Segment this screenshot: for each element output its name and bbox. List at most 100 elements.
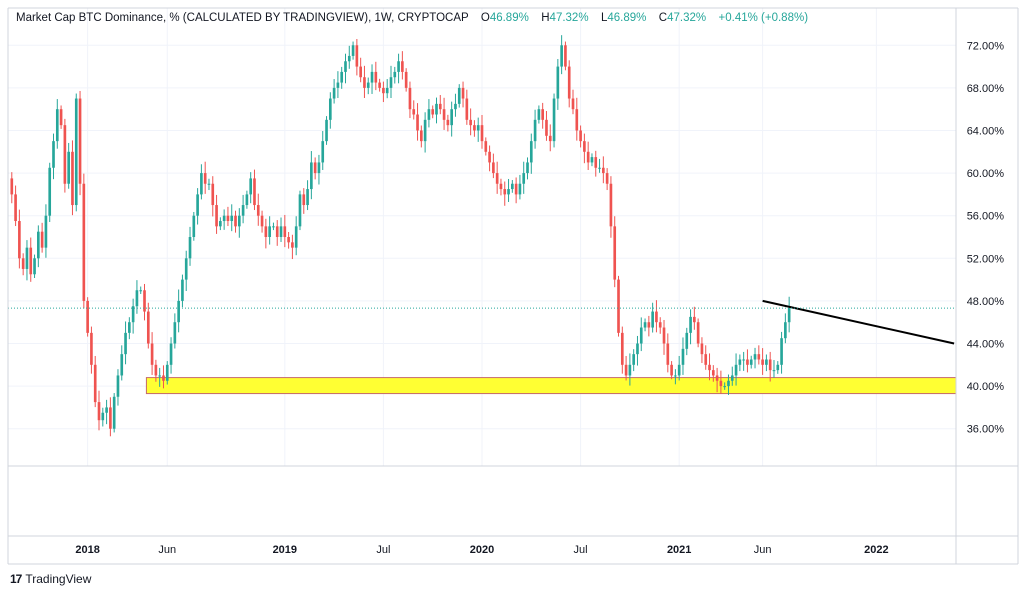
- low-label: L: [600, 12, 608, 24]
- price-axis[interactable]: 36.00% 40.00% 44.00% 48.00% 52.00% 56.00% 60.0…: [967, 40, 1005, 435]
- candle: [711, 365, 715, 382]
- x-tick-label: 2019: [273, 544, 297, 556]
- candle: [529, 133, 533, 174]
- chart-frame: [7, 7, 1019, 565]
- candle: [120, 345, 124, 381]
- y-tick-label: 64.00%: [967, 125, 1005, 137]
- y-tick-label: 48.00%: [967, 296, 1005, 308]
- candle: [203, 161, 207, 194]
- candle: [734, 353, 738, 386]
- candle: [71, 140, 74, 216]
- candle: [340, 66, 344, 89]
- candle: [355, 38, 359, 76]
- resistance-trendline[interactable]: [762, 299, 955, 345]
- candle: [719, 370, 723, 394]
- candle: [21, 253, 25, 276]
- candle: [200, 164, 203, 200]
- candle: [492, 153, 495, 179]
- candle: [344, 53, 347, 84]
- candle: [651, 302, 654, 333]
- candle: [93, 355, 97, 408]
- candle: [507, 178, 510, 202]
- x-tick-label: Jun: [158, 544, 176, 556]
- candle: [283, 214, 287, 248]
- candle: [245, 190, 249, 209]
- x-tick-label: 2022: [864, 544, 888, 556]
- candle: [18, 209, 21, 269]
- candle: [181, 274, 184, 308]
- candle: [647, 315, 651, 337]
- candle: [196, 188, 199, 225]
- candle: [438, 95, 442, 115]
- candle: [560, 35, 563, 75]
- candle: [321, 131, 325, 171]
- candle: [624, 355, 628, 381]
- candle: [742, 351, 745, 371]
- candle: [609, 176, 613, 238]
- candle: [150, 332, 154, 375]
- candle: [298, 190, 302, 231]
- support-zone: [145, 377, 957, 395]
- candle: [567, 60, 571, 108]
- candle: [82, 173, 86, 309]
- candle: [336, 71, 340, 99]
- candle: [135, 280, 139, 314]
- candle: [109, 397, 112, 437]
- candle: [620, 326, 624, 374]
- candle: [787, 296, 791, 333]
- candle: [643, 318, 647, 332]
- x-tick-label: 2021: [667, 544, 691, 556]
- candle: [78, 90, 82, 196]
- candle: [158, 367, 162, 387]
- candle: [435, 97, 438, 124]
- candle: [708, 353, 711, 381]
- candle: [385, 79, 389, 99]
- candle: [237, 208, 241, 238]
- candle: [44, 204, 48, 258]
- x-tick-label: Jul: [376, 544, 390, 556]
- candle: [128, 317, 131, 340]
- candle: [442, 97, 446, 130]
- candle: [765, 354, 768, 372]
- time-axis[interactable]: 2018 Jun 2019 Jul 2020 Jul 2021 Jun 2022: [75, 544, 888, 556]
- candle: [499, 178, 503, 196]
- candle: [272, 222, 275, 231]
- candle: [184, 250, 188, 292]
- candle: [545, 110, 548, 141]
- candle: [55, 99, 59, 149]
- candle: [454, 93, 457, 117]
- tradingview-brand[interactable]: 17 TradingView: [10, 572, 91, 586]
- tradingview-logo-icon: 17: [10, 572, 22, 586]
- candle: [86, 297, 89, 337]
- candle: [67, 142, 70, 189]
- candle: [382, 81, 385, 103]
- candle: [662, 319, 666, 355]
- candle: [25, 240, 29, 281]
- candle: [173, 313, 177, 349]
- candle: [685, 327, 689, 356]
- candle: [677, 355, 681, 381]
- candle: [537, 105, 541, 124]
- candle: [586, 141, 590, 171]
- low-value: 46.89%: [607, 12, 647, 24]
- candle: [143, 283, 146, 321]
- open-label: O: [480, 12, 490, 24]
- x-tick-label: 2018: [75, 544, 99, 556]
- candle: [366, 77, 370, 95]
- candle: [681, 337, 685, 375]
- candle: [52, 133, 55, 180]
- candle: [465, 89, 469, 125]
- candle: [469, 108, 472, 136]
- candle: [696, 318, 700, 348]
- candle: [457, 84, 461, 108]
- x-tick-label: Jul: [574, 544, 588, 556]
- candle: [761, 348, 764, 375]
- candle: [139, 286, 143, 294]
- candle: [332, 79, 336, 104]
- y-tick-label: 56.00%: [967, 211, 1005, 223]
- y-tick-label: 68.00%: [967, 83, 1005, 95]
- close-value: 47.32%: [667, 12, 707, 24]
- candle: [287, 231, 290, 249]
- candle: [628, 353, 632, 386]
